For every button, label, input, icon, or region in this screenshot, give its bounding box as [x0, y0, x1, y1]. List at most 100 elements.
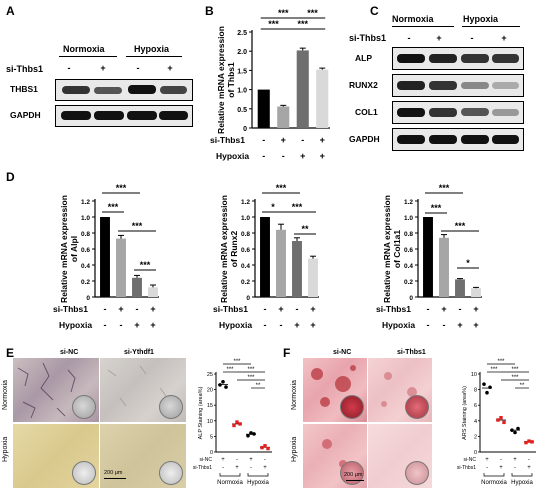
b-row2-label: Hypoxia	[216, 151, 249, 161]
band-label-gapdh-c: GAPDH	[349, 134, 380, 144]
d2-row2-1: -	[264, 320, 267, 330]
e-sig-2: ***	[247, 367, 255, 373]
d1-sig-0: ***	[116, 183, 127, 193]
panel-label-c: C	[370, 4, 379, 18]
f-row1-label: si-NC	[464, 457, 477, 463]
f-ytick-label-3: 6	[474, 403, 477, 409]
d-chart-1: 0 0.2 0.4 0.6 0.8 1.0 1.2 Relative mRNA express…	[53, 183, 159, 330]
d1-row1-4: +	[150, 304, 155, 314]
d1-bar-4	[148, 287, 158, 297]
e-ytick-label-2: 10	[207, 419, 213, 425]
e-group-bracket-2	[247, 473, 269, 477]
e-sig-4: **	[256, 383, 261, 389]
b-sig-0: ***	[278, 8, 289, 18]
image-e-normoxia-sinc	[13, 358, 99, 422]
f-pt-4-3	[530, 440, 534, 444]
b-row2-2: -	[282, 151, 285, 161]
f-row2-1: -	[486, 465, 488, 471]
d1-row1-2: +	[118, 304, 123, 314]
header-line-hypoxia-a	[126, 56, 182, 57]
d2-row1-1: -	[264, 304, 267, 314]
image-f-hypoxia-sithbs1	[368, 424, 432, 488]
e-pt-2-1	[232, 423, 236, 428]
d2-row1-4: +	[310, 304, 315, 314]
b-ytick-label-1: 0.5	[237, 107, 247, 114]
blot-alp	[392, 47, 524, 70]
sign-a-1: -	[67, 63, 71, 73]
f-group-label-2: Hypoxia	[511, 480, 533, 486]
row-label-c: si-Thbs1	[349, 33, 387, 43]
d2-sig-2: ***	[292, 202, 303, 212]
chart-d: 0 0.2 0.4 0.6 0.8 1.0 1.2 Relative mRNA express…	[53, 183, 482, 330]
row-label-a: si-Thbs1	[6, 64, 44, 74]
panel-label-d: D	[6, 170, 15, 184]
d2-row1-2: +	[278, 304, 283, 314]
panel-label-b: B	[205, 4, 214, 18]
b-row1-1: -	[262, 135, 265, 145]
b-sig-3: ***	[307, 8, 318, 18]
e-group-label-2: Hypoxia	[247, 480, 269, 486]
sign-c-1: -	[407, 33, 411, 43]
panel-label-a: A	[6, 4, 15, 18]
d1-ytick-label-3: 0.6	[81, 247, 90, 254]
sign-c-4: +	[501, 33, 507, 43]
e-ytick-label-0: 0	[210, 450, 213, 456]
d3-row1-4: +	[473, 304, 478, 314]
e-ytick-label-5: 25	[207, 372, 213, 378]
e-row1-label: si-NC	[200, 457, 213, 463]
d2-ylabel-0: Relative mRNA expression	[219, 195, 229, 303]
d1-row1-1: -	[104, 304, 107, 314]
f-pt-2-3	[502, 420, 506, 425]
f-sig-1: ***	[490, 367, 498, 373]
e-pt-3-3	[252, 432, 256, 436]
d3-row2-3: +	[457, 320, 462, 330]
band-label-gapdh-a: GAPDH	[10, 110, 41, 120]
e-group-bracket-1	[219, 473, 241, 477]
col-header-f-2: si-Thbs1	[397, 349, 426, 356]
d-chart-2: 0 0.2 0.4 0.6 0.8 1.0 1.2 Relative mRNA express…	[213, 183, 319, 330]
image-f-normoxia-sinc	[303, 358, 367, 422]
f-pt-1-2	[485, 390, 489, 395]
d3-ytick-label-0: 0	[409, 295, 413, 302]
d1-sig-3: ***	[140, 260, 151, 270]
e-pt-2-3	[238, 422, 242, 426]
d1-ytick-label-4: 0.8	[81, 231, 90, 238]
d2-ytick-label-2: 0.4	[241, 263, 250, 270]
b-row1-label: si-Thbs1	[210, 135, 245, 145]
f-ytick-label-1: 2	[474, 434, 477, 440]
f-row1-4: -	[528, 457, 530, 463]
f-ytick-label-5: 10	[471, 372, 477, 378]
d2-sig-0: ***	[276, 183, 287, 193]
d3-row2-4: +	[473, 320, 478, 330]
e-row1-4: -	[264, 457, 266, 463]
d1-bar-1	[100, 217, 110, 297]
e-pt-4-3	[266, 446, 270, 451]
b-ylabel-1: of Thbs1	[226, 62, 236, 98]
d3-row1-2: +	[441, 304, 446, 314]
d1-row2-1: -	[104, 320, 107, 330]
f-sig-0: ***	[497, 359, 505, 365]
scalebar-label-f: 200 μm	[344, 472, 363, 478]
scalebar-label-e: 200 μm	[104, 470, 123, 476]
f-group-label-1: Normoxia	[481, 480, 507, 486]
d3-bar-1	[423, 217, 433, 297]
b-ytick-label-3: 1.5	[237, 68, 247, 75]
image-e-hypoxia-sinc	[13, 424, 99, 488]
f-row1-2: -	[500, 457, 502, 463]
f-pt-3-2	[513, 430, 517, 435]
d3-sig-0: ***	[439, 183, 450, 193]
panel-label-f: F	[283, 346, 291, 360]
f-row2-3: -	[514, 465, 516, 471]
d3-ylabel-1: of Col1a1	[392, 230, 402, 269]
b-ytick-label-2: 1.0	[237, 88, 247, 95]
d3-sig-1: ***	[431, 203, 442, 213]
blot-runx2	[392, 74, 524, 97]
sign-a-4: +	[167, 63, 173, 73]
sign-a-2: +	[100, 63, 106, 73]
col-header-e-1: si-NC	[60, 349, 79, 356]
b-row1-3: -	[301, 135, 304, 145]
d1-ylabel-0: Relative mRNA expression	[59, 195, 69, 303]
sign-c-2: +	[436, 33, 442, 43]
e-pt-2-2	[235, 420, 239, 424]
